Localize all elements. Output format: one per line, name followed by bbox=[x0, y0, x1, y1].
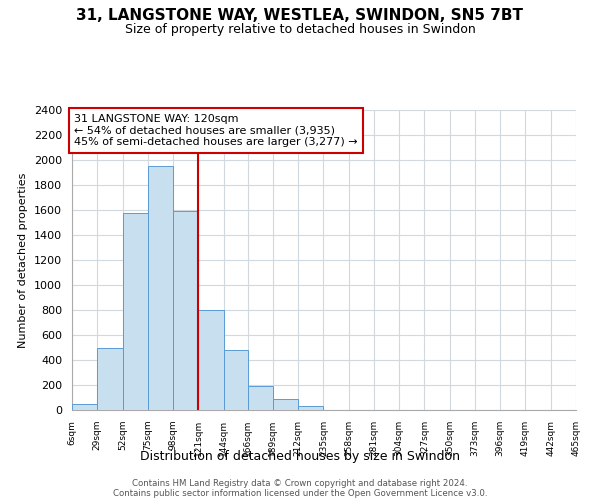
Text: 31 LANGSTONE WAY: 120sqm
← 54% of detached houses are smaller (3,935)
45% of sem: 31 LANGSTONE WAY: 120sqm ← 54% of detach… bbox=[74, 114, 358, 147]
Text: 31, LANGSTONE WAY, WESTLEA, SWINDON, SN5 7BT: 31, LANGSTONE WAY, WESTLEA, SWINDON, SN5… bbox=[77, 8, 523, 22]
Text: Contains public sector information licensed under the Open Government Licence v3: Contains public sector information licen… bbox=[113, 488, 487, 498]
Text: Size of property relative to detached houses in Swindon: Size of property relative to detached ho… bbox=[125, 22, 475, 36]
Bar bbox=[273, 399, 298, 410]
Bar bbox=[173, 211, 198, 410]
Bar bbox=[224, 350, 248, 410]
Bar bbox=[298, 406, 323, 410]
Bar bbox=[148, 166, 173, 410]
Bar bbox=[72, 404, 97, 410]
Y-axis label: Number of detached properties: Number of detached properties bbox=[19, 172, 28, 348]
Text: Distribution of detached houses by size in Swindon: Distribution of detached houses by size … bbox=[140, 450, 460, 463]
Text: Contains HM Land Registry data © Crown copyright and database right 2024.: Contains HM Land Registry data © Crown c… bbox=[132, 478, 468, 488]
Bar bbox=[248, 386, 273, 410]
Bar bbox=[97, 348, 122, 410]
Bar bbox=[198, 310, 224, 410]
Bar bbox=[122, 213, 148, 410]
